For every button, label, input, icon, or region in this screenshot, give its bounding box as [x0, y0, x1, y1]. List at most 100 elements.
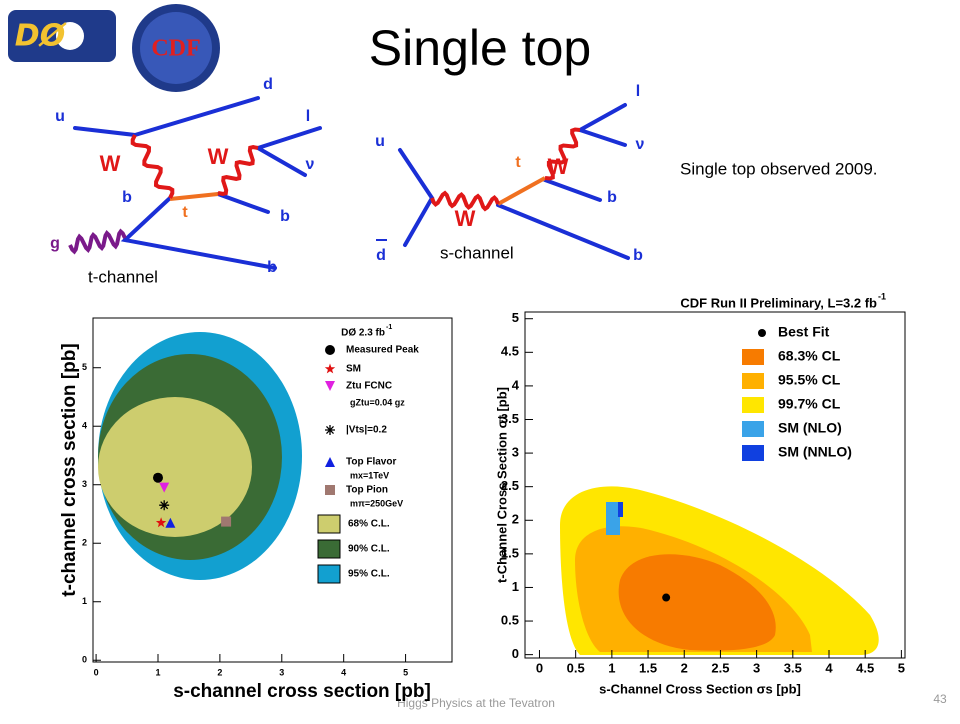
logo-text: CDF — [151, 36, 200, 62]
x-tick-label: 5 — [898, 660, 905, 675]
boson-line — [544, 127, 581, 181]
marker — [155, 517, 167, 528]
legend-title: DØ 2.3 fb — [341, 328, 385, 339]
diagram-label: W — [455, 206, 476, 231]
marker — [159, 500, 170, 511]
x-axis-label: s-channel cross section [pb] — [173, 681, 431, 702]
marker — [159, 482, 170, 493]
quark-line — [496, 203, 630, 260]
y-tick-label: 1 — [82, 596, 87, 606]
diagram-label: W — [100, 151, 121, 176]
legend-swatch — [742, 421, 764, 437]
d0-logo: DØ — [8, 10, 116, 62]
y-tick-label: 1 — [512, 579, 519, 594]
marker — [324, 363, 336, 374]
boson-line — [130, 134, 175, 199]
legend-swatch — [742, 445, 764, 461]
boson-line — [217, 145, 259, 196]
x-tick-label: 3.5 — [784, 660, 802, 675]
diagram-label: ν — [306, 156, 315, 173]
x-tick-label: 4 — [825, 660, 833, 675]
diagram-label: t — [515, 154, 521, 171]
diagram-label: b — [280, 208, 290, 225]
diagram-label: b — [607, 189, 617, 206]
s-channel-diagram — [376, 103, 630, 260]
diagram-label: W — [548, 154, 569, 179]
x-tick-label: 1 — [155, 667, 160, 677]
legend-swatch — [742, 397, 764, 413]
contours — [98, 332, 302, 580]
marker — [758, 329, 766, 337]
marker — [325, 381, 335, 391]
y-tick-label: 2.5 — [501, 478, 519, 493]
x-tick-label: 4 — [341, 667, 346, 677]
top-line — [169, 192, 219, 201]
boson-line — [68, 228, 127, 255]
sm-nnlo-band — [618, 502, 623, 517]
diagram-label: b — [267, 259, 277, 276]
contours — [560, 486, 879, 655]
y-tick-label: 2 — [512, 512, 519, 527]
y-tick-label: 3 — [82, 479, 87, 489]
y-tick-label: 4 — [82, 421, 87, 431]
x-tick-label: 2 — [217, 667, 222, 677]
legend-label: Top Flavor — [346, 457, 396, 468]
lepton-line — [256, 146, 307, 177]
y-tick-label: 5 — [82, 362, 87, 372]
chart-title: CDF Run II Preliminary, L=3.2 fb — [680, 295, 877, 310]
y-tick-label: 3.5 — [501, 411, 519, 426]
diagram-label: l — [636, 83, 640, 100]
y-tick-label: 2 — [82, 538, 87, 548]
y-tick-label: 0.5 — [501, 612, 519, 627]
legend-swatch — [742, 349, 764, 365]
legend-label: 95% C.L. — [348, 569, 390, 580]
x-tick-label: 5 — [403, 667, 408, 677]
legend-label: Ztu FCNC — [346, 381, 392, 392]
legend-label: Best Fit — [778, 324, 830, 340]
legend-label: 68% C.L. — [348, 519, 390, 530]
top-line — [497, 176, 546, 206]
boson-line — [430, 190, 500, 212]
legend-label: Measured Peak — [346, 345, 419, 356]
marker — [152, 472, 163, 483]
x-tick-label: 3 — [279, 667, 284, 677]
x-tick-label: 3 — [753, 660, 760, 675]
x-axis-label: s-Channel Cross Section σs [pb] — [599, 681, 801, 696]
marker — [165, 517, 176, 528]
y-tick-label: 3 — [512, 445, 519, 460]
marker — [325, 457, 335, 467]
contour-68 — [98, 397, 252, 537]
legend-note: mx=1TeV — [350, 470, 389, 480]
legend-label: 95.5% CL — [778, 372, 841, 388]
legend-swatch — [317, 514, 341, 534]
legend-swatch — [742, 373, 764, 389]
sm-nlo-band — [606, 502, 620, 535]
quark-line — [398, 148, 435, 247]
quark-line — [216, 192, 270, 214]
y-tick-label: 0 — [512, 646, 519, 661]
x-tick-label: 2.5 — [711, 660, 729, 675]
logo-text: DØ — [15, 19, 67, 54]
cdf-logo: CDF — [132, 4, 220, 92]
x-tick-label: 1.5 — [639, 660, 657, 675]
diagram-caption: t-channel — [88, 267, 158, 286]
diagram-label: d — [376, 247, 386, 264]
x-tick-label: 0 — [94, 667, 99, 677]
x-tick-label: 2 — [681, 660, 688, 675]
chart-title-sup: -1 — [878, 291, 886, 301]
marker — [325, 485, 335, 495]
legend-label: SM (NLO) — [778, 420, 842, 436]
diagram-label: u — [55, 108, 65, 125]
diagram-label: d — [263, 76, 273, 93]
y-tick-label: 1.5 — [501, 545, 519, 560]
diagram-label: t — [182, 204, 188, 221]
y-tick-label: 5 — [512, 310, 519, 325]
x-tick-label: 0.5 — [567, 660, 585, 675]
legend-label: 99.7% CL — [778, 396, 841, 412]
diagram-label: l — [306, 108, 310, 125]
diagram-caption: s-channel — [440, 243, 514, 262]
legend-swatch — [317, 564, 341, 584]
marker — [221, 516, 232, 527]
legend-label: SM — [346, 364, 361, 375]
